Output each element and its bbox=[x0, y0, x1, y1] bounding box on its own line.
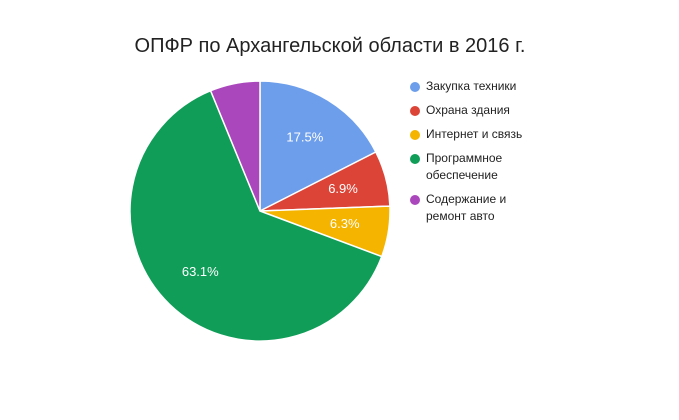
legend-label: Программное обеспечение bbox=[426, 151, 503, 182]
legend-item: Программное обеспечение bbox=[410, 150, 550, 184]
chart-title: ОПФР по Архангельской области в 2016 г. bbox=[135, 35, 526, 57]
legend: Закупка техники Охрана здания Интернет и с… bbox=[410, 78, 550, 232]
data-label: 6.3% bbox=[330, 216, 360, 231]
legend-item: Охрана здания bbox=[410, 102, 550, 119]
pie-slice bbox=[209, 80, 261, 212]
legend-label: Закупка техники bbox=[426, 79, 517, 93]
legend-item: Интернет и связь bbox=[410, 126, 550, 143]
legend-item: Закупка техники bbox=[410, 78, 550, 95]
legend-swatch bbox=[410, 82, 420, 92]
data-label: 6.9% bbox=[328, 181, 358, 196]
legend-swatch bbox=[410, 195, 420, 205]
legend-label: Интернет и связь bbox=[426, 127, 523, 141]
pie-slice bbox=[259, 80, 377, 213]
legend-label: Охрана здания bbox=[426, 103, 510, 117]
legend-label: Содержание и ремонт авто bbox=[426, 192, 507, 223]
legend-item: Содержание и ремонт авто bbox=[410, 191, 550, 225]
data-label: 63.1% bbox=[182, 264, 219, 279]
legend-swatch bbox=[410, 154, 420, 164]
legend-swatch bbox=[410, 130, 420, 140]
legend-swatch bbox=[410, 106, 420, 116]
pie-slice bbox=[129, 89, 383, 342]
data-label: 17.5% bbox=[286, 129, 323, 144]
